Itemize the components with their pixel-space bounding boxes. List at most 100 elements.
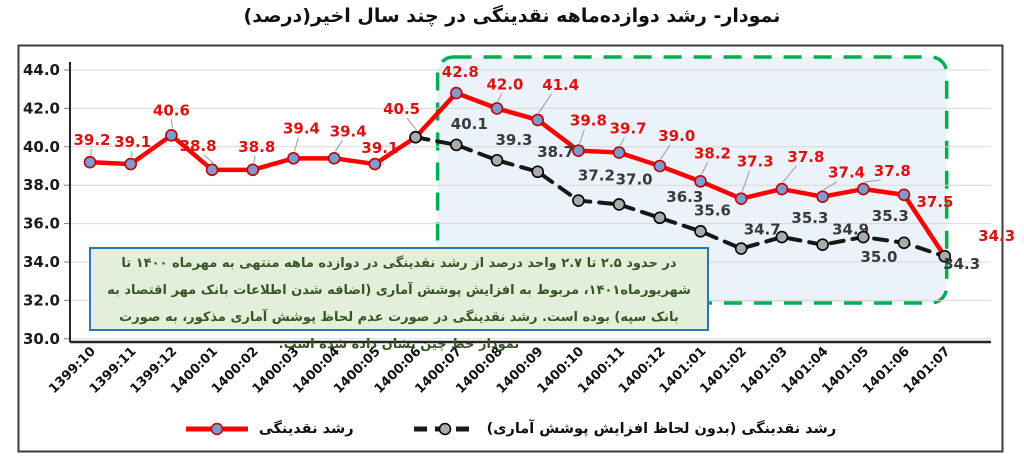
data-label: 39.4 [283, 119, 320, 137]
annotation-box: در حدود ۲.۵ تا ۲.۷ واحد درصد از رشد نقدی… [89, 247, 709, 352]
data-label: 39.0 [658, 127, 695, 145]
data-point-marker [775, 182, 789, 196]
data-point-marker [531, 165, 545, 179]
y-axis-label: 40.0 [23, 138, 60, 156]
data-label: 34.7 [744, 221, 781, 239]
data-label: 40.5 [383, 100, 420, 118]
data-point-marker [287, 152, 300, 165]
label-leader-line [334, 140, 344, 152]
data-point-marker [897, 236, 911, 250]
data-point-marker [368, 157, 382, 171]
chart-legend: رشد نقدینگی رشد نقدینگی (بدون لحاظ افزای… [18, 408, 1002, 450]
y-axis-label: 42.0 [23, 99, 60, 117]
data-label: 36.3 [666, 188, 703, 206]
data-label: 39.7 [610, 120, 647, 138]
data-point-marker [694, 175, 707, 188]
data-point-marker [327, 152, 341, 165]
data-point-marker [897, 188, 911, 202]
data-label: 38.2 [694, 144, 731, 162]
data-point-marker [572, 194, 585, 207]
y-axis-label: 44.0 [23, 61, 60, 79]
data-point-marker [775, 230, 789, 244]
label-leader-line [782, 165, 797, 183]
y-axis-label: 32.0 [23, 291, 60, 309]
data-label: 37.5 [916, 193, 953, 211]
legend-item-liquidity-growth-no-coverage: رشد نقدینگی (بدون لحاظ افزایش پوشش آماری… [412, 421, 837, 437]
y-axis-label: 38.0 [23, 176, 60, 194]
data-label: 39.2 [73, 131, 110, 149]
data-point-marker [694, 224, 707, 238]
data-point-marker [409, 130, 422, 144]
data-label: 34.3 [943, 255, 980, 273]
data-point-marker [734, 242, 748, 255]
data-point-marker [83, 155, 97, 169]
data-point-marker [572, 144, 585, 157]
chart-title: نمودار- رشد دوازده‌ماهه نقدینگی در چند س… [243, 5, 781, 27]
legend-item-liquidity-growth: رشد نقدینگی [184, 421, 354, 437]
label-leader-line [864, 179, 881, 183]
data-point-marker [205, 163, 219, 177]
data-point-marker [612, 146, 626, 159]
data-label: 39.1 [361, 139, 398, 157]
data-point-marker [612, 198, 626, 211]
label-leader-line [619, 137, 625, 146]
data-label: 38.8 [180, 137, 217, 155]
data-point-marker [816, 190, 829, 204]
label-leader-line [578, 129, 585, 144]
data-point-marker [816, 238, 829, 252]
series-line-liquidity-growth [87, 90, 947, 259]
data-label: 41.4 [542, 76, 579, 94]
data-point-marker [449, 86, 463, 100]
label-leader-line [823, 181, 838, 191]
data-label: 37.2 [578, 167, 615, 185]
data-point-marker [856, 182, 870, 196]
label-leader-line [203, 154, 214, 164]
y-axis-label: 30.0 [23, 330, 60, 348]
data-label: 40.1 [451, 115, 488, 133]
data-label: 37.4 [828, 164, 865, 182]
data-label: 39.4 [330, 122, 367, 140]
data-label: 39.1 [114, 133, 151, 151]
legend-label-liquidity-growth: رشد نقدینگی [258, 421, 354, 437]
label-leader-line [538, 93, 552, 114]
data-point-marker [938, 249, 952, 263]
data-label: 37.8 [787, 148, 824, 166]
data-label: 35.3 [872, 207, 909, 225]
label-leader-line [406, 117, 417, 131]
red-line-marker-swatch [185, 422, 248, 436]
data-label: 42.8 [442, 63, 479, 81]
data-point-marker [246, 163, 260, 177]
label-leader-line [701, 162, 709, 175]
data-label: 39.3 [495, 131, 532, 149]
data-point-marker [653, 211, 667, 225]
data-label: 38.8 [238, 138, 275, 156]
data-point-marker [449, 138, 463, 152]
y-axis-label: 34.0 [23, 253, 60, 271]
data-label: 35.3 [791, 209, 828, 227]
data-label: 37.0 [616, 170, 653, 188]
label-leader-line [660, 144, 671, 160]
data-point-marker [734, 192, 748, 205]
data-label: 37.8 [874, 162, 911, 180]
data-point-marker [531, 113, 545, 127]
data-point-marker [165, 128, 178, 142]
data-point-marker [490, 102, 504, 115]
label-leader-line [170, 119, 173, 129]
data-label: 42.0 [486, 75, 523, 93]
label-leader-line [497, 93, 503, 102]
y-axis-label: 36.0 [23, 215, 60, 233]
label-leader-line [741, 170, 751, 192]
data-label: 34.3 [978, 227, 1015, 245]
label-leader-line [294, 137, 299, 152]
data-point-marker [490, 153, 504, 167]
data-label: 38.7 [537, 143, 574, 161]
data-label: 39.8 [570, 112, 607, 130]
label-leader-line [253, 155, 256, 163]
data-point-marker [124, 157, 137, 171]
legend-label-liquidity-growth-no-coverage: رشد نقدینگی (بدون لحاظ افزایش پوشش آماری… [486, 421, 837, 437]
data-label: 37.3 [737, 153, 774, 171]
data-point-marker [653, 159, 667, 173]
dashed-line-marker-swatch [413, 422, 476, 436]
